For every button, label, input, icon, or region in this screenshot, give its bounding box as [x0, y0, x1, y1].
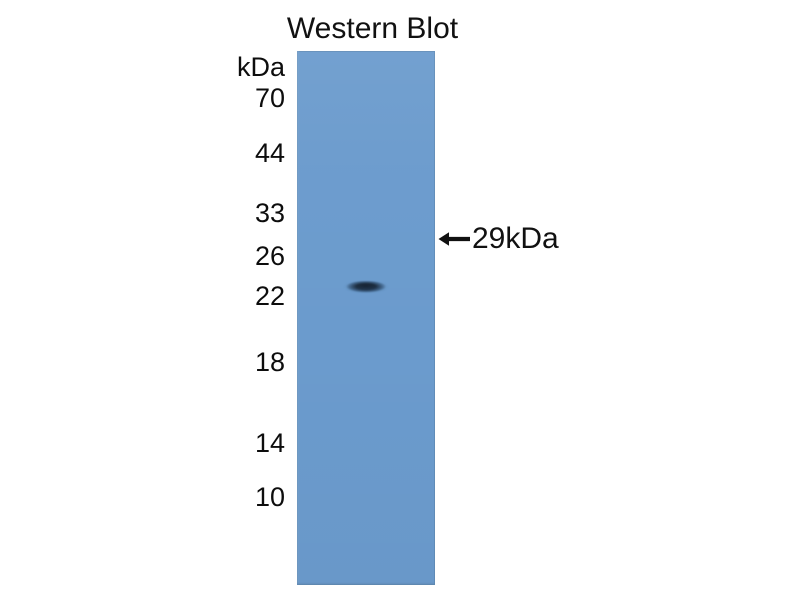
band-annotation: 29kDa [437, 221, 559, 257]
arrow-left-icon [438, 232, 470, 246]
ladder-mark-22: 22 [254, 281, 285, 311]
ladder-mark-14: 14 [254, 428, 285, 458]
ladder-mark-10: 10 [254, 482, 285, 512]
membrane-left-edge [297, 51, 300, 585]
ladder-mark-33: 33 [254, 198, 285, 228]
ladder-mark-18: 18 [254, 347, 285, 377]
membrane-sheen [297, 51, 435, 585]
blot-membrane [297, 51, 435, 585]
membrane-bottom-edge [297, 582, 435, 585]
molecular-weight-ladder: kDa 70 44 33 26 22 18 14 10 [196, 0, 285, 600]
protein-band [338, 281, 394, 297]
ladder-mark-26: 26 [254, 241, 285, 271]
page-title: Western Blot [286, 12, 459, 45]
band-molecular-weight-label: 29kDa [472, 222, 559, 255]
ladder-unit-label: kDa [236, 52, 285, 82]
ladder-mark-70: 70 [254, 83, 285, 113]
protein-band-halo [338, 285, 394, 297]
ladder-mark-44: 44 [254, 138, 285, 168]
